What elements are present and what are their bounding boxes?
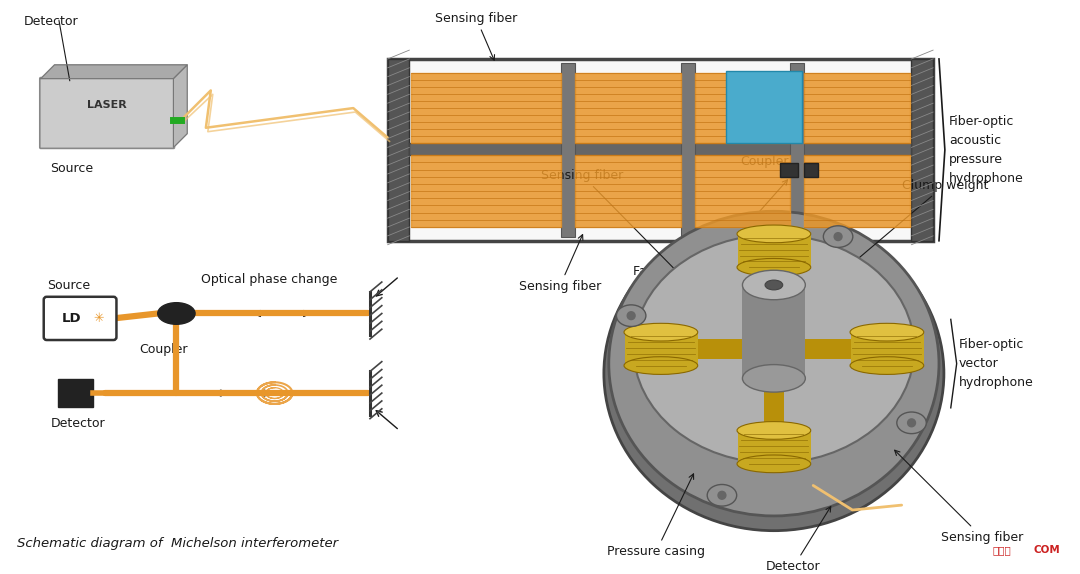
Bar [58, 379, 93, 407]
Text: Detector: Detector [766, 507, 831, 573]
Polygon shape [694, 156, 789, 227]
Text: 接线图: 接线图 [993, 545, 1011, 555]
Bar [388, 59, 933, 241]
Ellipse shape [737, 455, 811, 472]
Text: Detector: Detector [24, 15, 79, 28]
Text: Fiber-optic
acoustic
pressure
hydrophone: Fiber-optic acoustic pressure hydrophone [949, 115, 1024, 185]
Bar [912, 59, 933, 241]
Bar [804, 163, 818, 177]
Circle shape [834, 232, 842, 241]
Text: Detector: Detector [51, 417, 105, 430]
Polygon shape [174, 65, 187, 148]
Ellipse shape [742, 270, 806, 300]
Text: Source: Source [51, 162, 94, 175]
Ellipse shape [707, 484, 737, 506]
Ellipse shape [158, 302, 195, 324]
Text: Source: Source [46, 279, 90, 292]
Polygon shape [804, 156, 909, 227]
Ellipse shape [850, 323, 923, 341]
Text: Fiber-optic
vector
hydrophone: Fiber-optic vector hydrophone [959, 338, 1034, 389]
Circle shape [627, 312, 635, 320]
Bar [851, 332, 924, 366]
Ellipse shape [737, 225, 811, 243]
Polygon shape [411, 156, 561, 227]
Ellipse shape [737, 421, 811, 439]
Bar [388, 59, 409, 241]
Polygon shape [694, 73, 789, 144]
Bar [738, 234, 811, 267]
Text: Pressure casing: Pressure casing [607, 474, 705, 559]
Text: Schematic diagram of  Michelson interferometer: Schematic diagram of Michelson interfero… [17, 537, 338, 550]
Ellipse shape [609, 211, 939, 516]
Polygon shape [804, 73, 909, 144]
Ellipse shape [850, 356, 923, 374]
FancyBboxPatch shape [40, 77, 175, 149]
Text: Sensing fiber: Sensing fiber [435, 11, 517, 60]
Ellipse shape [823, 226, 853, 247]
Ellipse shape [604, 216, 944, 531]
Text: LD: LD [62, 312, 81, 325]
Bar [561, 63, 575, 237]
Bar [781, 163, 798, 177]
Text: Clump weight: Clump weight [836, 179, 988, 277]
FancyBboxPatch shape [43, 297, 117, 340]
Polygon shape [411, 73, 561, 144]
Ellipse shape [737, 258, 811, 276]
Ellipse shape [742, 364, 806, 392]
Text: COM: COM [1034, 545, 1061, 555]
Ellipse shape [765, 280, 783, 290]
Polygon shape [41, 65, 187, 79]
Bar [680, 63, 694, 237]
Bar [665, 339, 882, 359]
Bar [726, 71, 802, 144]
Bar [742, 285, 806, 378]
Text: Sensing fiber: Sensing fiber [518, 235, 600, 293]
Text: Coupler: Coupler [139, 343, 188, 356]
Text: Optical phase change: Optical phase change [201, 273, 337, 286]
Ellipse shape [634, 235, 914, 463]
Text: Faraday rotating mirror: Faraday rotating mirror [633, 180, 787, 278]
Ellipse shape [896, 412, 927, 433]
Ellipse shape [624, 356, 698, 374]
Text: ✳: ✳ [94, 312, 104, 325]
Circle shape [718, 491, 726, 499]
Text: Sensing fiber: Sensing fiber [541, 169, 678, 272]
Text: Coupler: Coupler [740, 155, 788, 168]
Text: Sensing fiber: Sensing fiber [894, 450, 1023, 544]
Bar [409, 144, 912, 156]
Bar [738, 430, 811, 464]
Polygon shape [575, 156, 680, 227]
Ellipse shape [624, 323, 698, 341]
Circle shape [907, 419, 916, 426]
Ellipse shape [617, 305, 646, 327]
Polygon shape [575, 73, 680, 144]
Text: LASER: LASER [87, 100, 127, 110]
Bar [624, 332, 698, 366]
Bar [764, 241, 784, 457]
Bar [789, 63, 804, 237]
